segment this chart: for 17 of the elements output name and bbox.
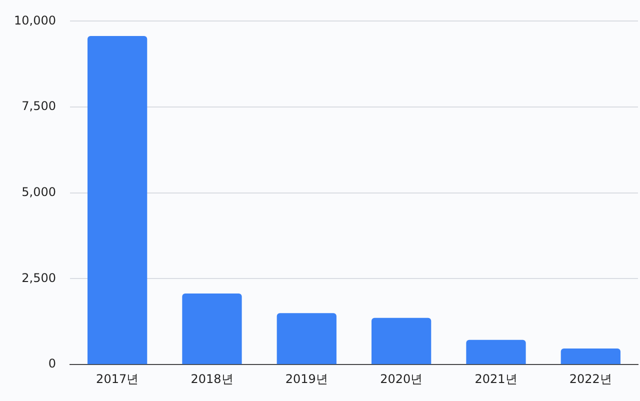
x-tick-label: 2021년 bbox=[474, 372, 518, 386]
x-tick-label: 2020년 bbox=[380, 372, 423, 386]
y-tick-label: 10,000 bbox=[14, 13, 56, 28]
y-tick-label: 7,500 bbox=[22, 99, 56, 114]
x-tick-label: 2019년 bbox=[285, 372, 328, 386]
bar bbox=[560, 348, 620, 364]
x-tick-label: 2022년 bbox=[569, 372, 612, 386]
bar bbox=[88, 36, 148, 364]
x-tick-label: 2018년 bbox=[190, 372, 234, 386]
y-tick-label: 2,500 bbox=[22, 270, 56, 285]
y-tick-label: 5,000 bbox=[22, 185, 56, 200]
bar bbox=[182, 294, 242, 364]
bar bbox=[466, 340, 526, 364]
y-tick-label: 0 bbox=[48, 356, 56, 371]
bar bbox=[276, 313, 336, 364]
x-tick-label: 2017년 bbox=[96, 372, 139, 386]
bar bbox=[372, 318, 432, 364]
